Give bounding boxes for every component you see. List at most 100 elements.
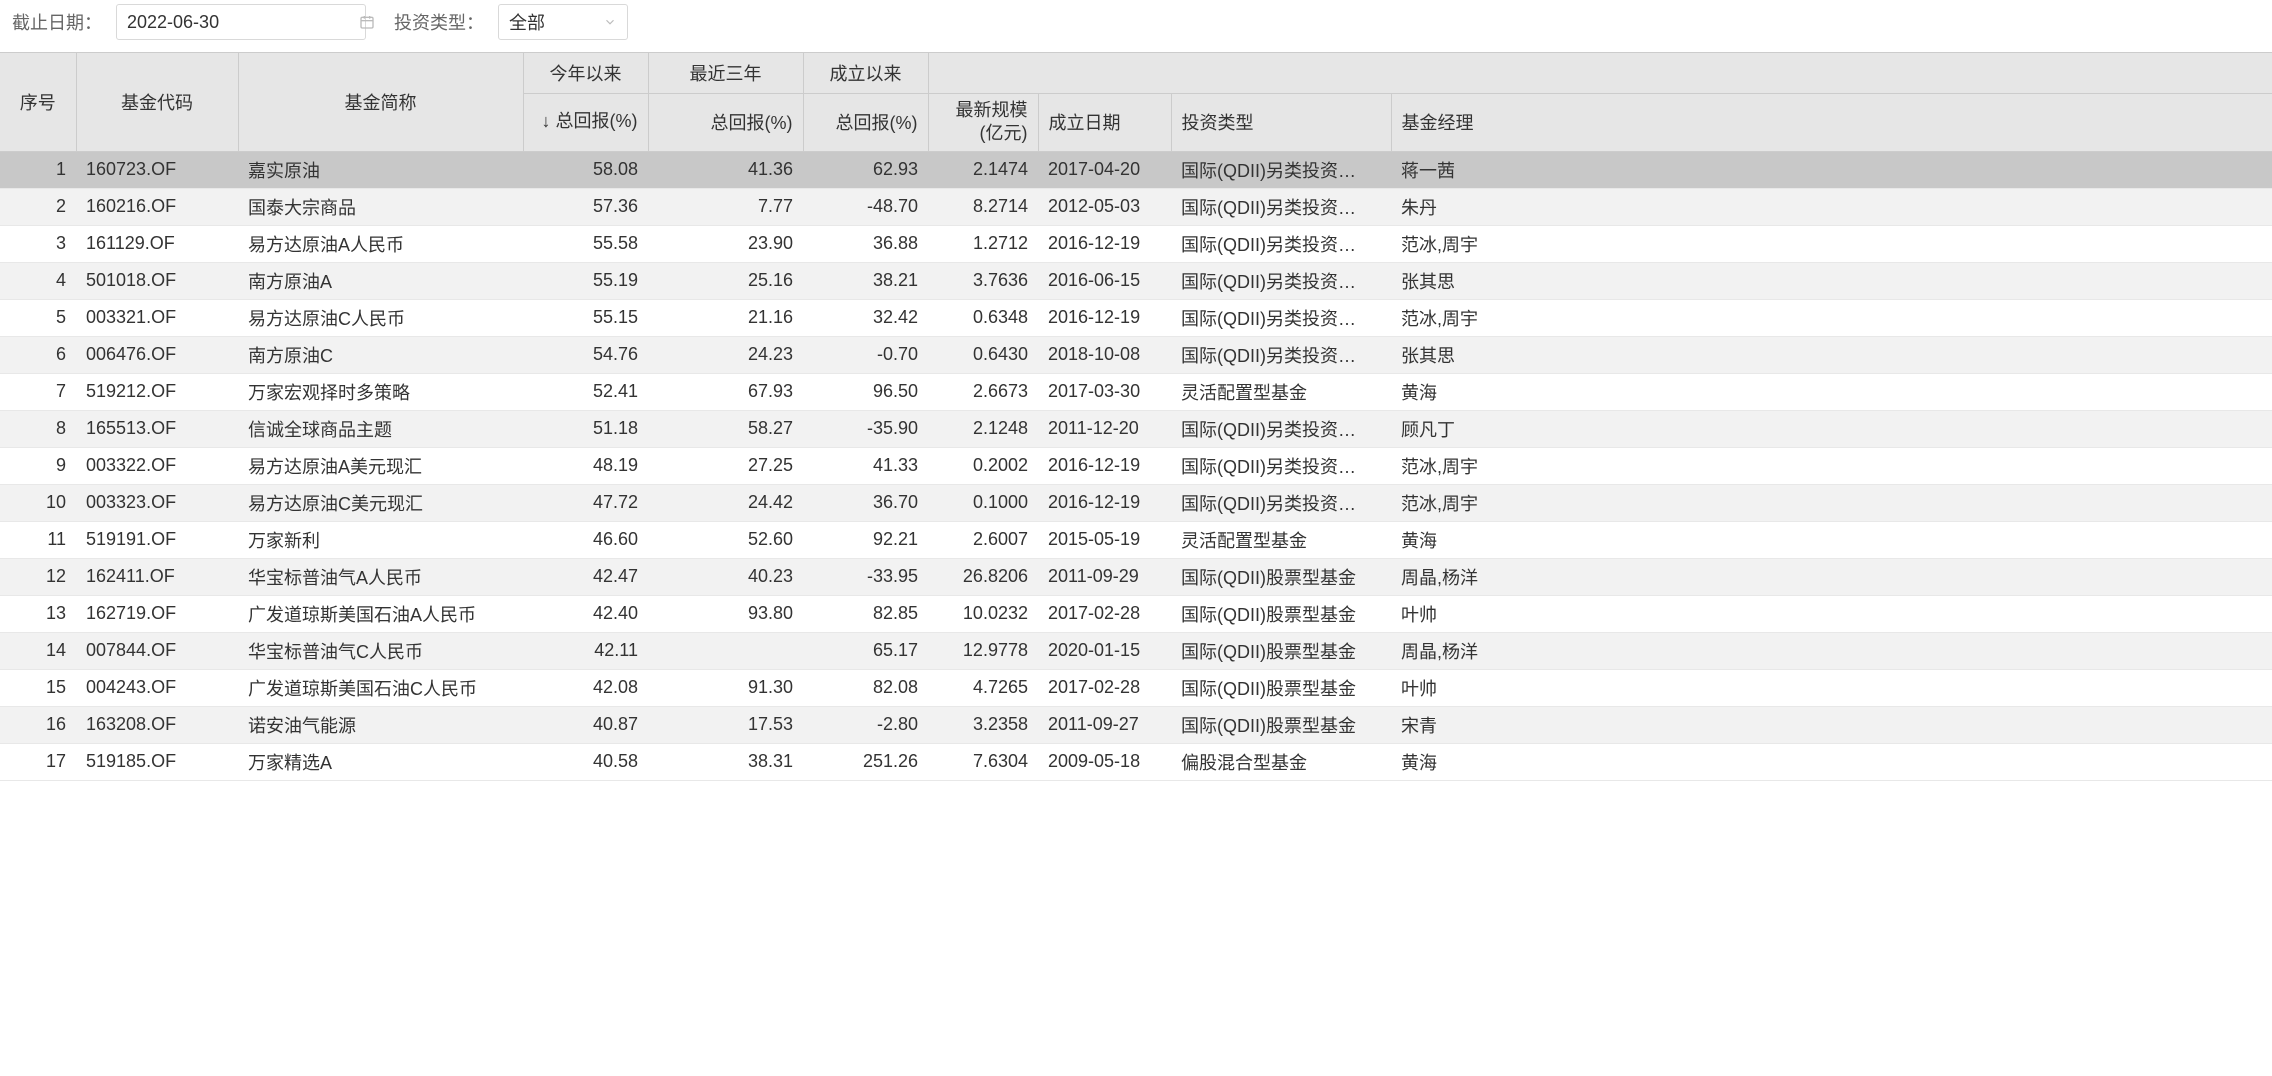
- cell-size: 8.2714: [928, 188, 1038, 225]
- col-group-inception[interactable]: 成立以来: [803, 53, 928, 93]
- col-return-inception[interactable]: 总回报(%): [803, 93, 928, 151]
- cell-size: 1.2712: [928, 225, 1038, 262]
- col-inv-type[interactable]: 投资类型: [1171, 93, 1391, 151]
- cell-r3: 92.21: [803, 521, 928, 558]
- type-select[interactable]: 全部: [498, 4, 628, 40]
- table-row[interactable]: 1160723.OF嘉实原油58.0841.3662.932.14742017-…: [0, 151, 2272, 188]
- cell-size: 4.7265: [928, 669, 1038, 706]
- table-row[interactable]: 14007844.OF华宝标普油气C人民币42.1165.1712.977820…: [0, 632, 2272, 669]
- cell-r1: 47.72: [523, 484, 648, 521]
- cell-seq: 13: [0, 595, 76, 632]
- col-return-ytd-sort[interactable]: ↓ 总回报(%): [523, 93, 648, 151]
- cell-date: 2018-10-08: [1038, 336, 1171, 373]
- col-latest-size[interactable]: 最新规模(亿元): [928, 93, 1038, 151]
- cell-mgr: 范冰,周宇: [1391, 484, 2272, 521]
- table-row[interactable]: 16163208.OF诺安油气能源40.8717.53-2.803.235820…: [0, 706, 2272, 743]
- col-code[interactable]: 基金代码: [76, 53, 238, 151]
- cell-r2: 24.42: [648, 484, 803, 521]
- cell-date: 2016-06-15: [1038, 262, 1171, 299]
- cell-r1: 46.60: [523, 521, 648, 558]
- cell-r3: 38.21: [803, 262, 928, 299]
- col-inception-date[interactable]: 成立日期: [1038, 93, 1171, 151]
- date-picker[interactable]: [116, 4, 366, 40]
- cell-r3: -48.70: [803, 188, 928, 225]
- cell-name: 嘉实原油: [238, 151, 523, 188]
- cell-size: 2.1248: [928, 410, 1038, 447]
- cell-seq: 14: [0, 632, 76, 669]
- table-row[interactable]: 15004243.OF广发道琼斯美国石油C人民币42.0891.3082.084…: [0, 669, 2272, 706]
- cell-type: 国际(QDII)股票型基金: [1171, 558, 1391, 595]
- cell-r2: 27.25: [648, 447, 803, 484]
- cell-r2: 91.30: [648, 669, 803, 706]
- cell-name: 易方达原油C人民币: [238, 299, 523, 336]
- table-row[interactable]: 7519212.OF万家宏观择时多策略52.4167.9396.502.6673…: [0, 373, 2272, 410]
- cell-name: 华宝标普油气C人民币: [238, 632, 523, 669]
- cell-mgr: 叶帅: [1391, 595, 2272, 632]
- cell-mgr: 范冰,周宇: [1391, 447, 2272, 484]
- col-group-ytd[interactable]: 今年以来: [523, 53, 648, 93]
- cell-r2: 58.27: [648, 410, 803, 447]
- cell-r1: 40.58: [523, 743, 648, 780]
- table-row[interactable]: 2160216.OF国泰大宗商品57.367.77-48.708.2714201…: [0, 188, 2272, 225]
- table-row[interactable]: 3161129.OF易方达原油A人民币55.5823.9036.881.2712…: [0, 225, 2272, 262]
- table-row[interactable]: 5003321.OF易方达原油C人民币55.1521.1632.420.6348…: [0, 299, 2272, 336]
- cell-date: 2017-03-30: [1038, 373, 1171, 410]
- cell-code: 003323.OF: [76, 484, 238, 521]
- col-return-3y[interactable]: 总回报(%): [648, 93, 803, 151]
- table-row[interactable]: 11519191.OF万家新利46.6052.6092.212.60072015…: [0, 521, 2272, 558]
- cell-name: 易方达原油C美元现汇: [238, 484, 523, 521]
- cell-date: 2016-12-19: [1038, 447, 1171, 484]
- cell-code: 160723.OF: [76, 151, 238, 188]
- table-row[interactable]: 12162411.OF华宝标普油气A人民币42.4740.23-33.9526.…: [0, 558, 2272, 595]
- cell-name: 诺安油气能源: [238, 706, 523, 743]
- table-row[interactable]: 13162719.OF广发道琼斯美国石油A人民币42.4093.8082.851…: [0, 595, 2272, 632]
- cell-mgr: 张其思: [1391, 262, 2272, 299]
- cell-r3: 96.50: [803, 373, 928, 410]
- table-row[interactable]: 17519185.OF万家精选A40.5838.31251.267.630420…: [0, 743, 2272, 780]
- cell-r2: [648, 632, 803, 669]
- cell-r1: 55.19: [523, 262, 648, 299]
- date-input[interactable]: [127, 12, 359, 33]
- cell-r3: 36.70: [803, 484, 928, 521]
- table-row[interactable]: 9003322.OF易方达原油A美元现汇48.1927.2541.330.200…: [0, 447, 2272, 484]
- filter-bar: 截止日期： 投资类型： 全部: [0, 0, 2272, 44]
- cell-date: 2011-09-29: [1038, 558, 1171, 595]
- table-row[interactable]: 10003323.OF易方达原油C美元现汇47.7224.4236.700.10…: [0, 484, 2272, 521]
- cell-seq: 16: [0, 706, 76, 743]
- cell-mgr: 黄海: [1391, 373, 2272, 410]
- table-row[interactable]: 6006476.OF南方原油C54.7624.23-0.700.64302018…: [0, 336, 2272, 373]
- cell-type: 国际(QDII)另类投资…: [1171, 299, 1391, 336]
- cell-date: 2015-05-19: [1038, 521, 1171, 558]
- cell-mgr: 蒋一茜: [1391, 151, 2272, 188]
- table-header: 序号 基金代码 基金简称 今年以来 最近三年 成立以来 ↓ 总回报(%) 总回报…: [0, 53, 2272, 151]
- cell-r3: 82.08: [803, 669, 928, 706]
- cell-date: 2009-05-18: [1038, 743, 1171, 780]
- cell-mgr: 范冰,周宇: [1391, 225, 2272, 262]
- cell-mgr: 顾凡丁: [1391, 410, 2272, 447]
- cell-size: 0.1000: [928, 484, 1038, 521]
- fund-table: 序号 基金代码 基金简称 今年以来 最近三年 成立以来 ↓ 总回报(%) 总回报…: [0, 53, 2272, 781]
- cell-date: 2017-02-28: [1038, 595, 1171, 632]
- col-group-3y[interactable]: 最近三年: [648, 53, 803, 93]
- cell-r3: -2.80: [803, 706, 928, 743]
- cell-code: 162411.OF: [76, 558, 238, 595]
- cell-r2: 21.16: [648, 299, 803, 336]
- col-name[interactable]: 基金简称: [238, 53, 523, 151]
- cell-mgr: 张其思: [1391, 336, 2272, 373]
- table-row[interactable]: 4501018.OF南方原油A55.1925.1638.213.76362016…: [0, 262, 2272, 299]
- date-filter-label: 截止日期：: [12, 9, 102, 35]
- cell-seq: 7: [0, 373, 76, 410]
- table-row[interactable]: 8165513.OF信诚全球商品主题51.1858.27-35.902.1248…: [0, 410, 2272, 447]
- cell-name: 易方达原油A美元现汇: [238, 447, 523, 484]
- cell-r1: 42.08: [523, 669, 648, 706]
- cell-r2: 93.80: [648, 595, 803, 632]
- col-seq[interactable]: 序号: [0, 53, 76, 151]
- type-select-value: 全部: [509, 9, 603, 35]
- cell-mgr: 范冰,周宇: [1391, 299, 2272, 336]
- col-manager[interactable]: 基金经理: [1391, 93, 2272, 151]
- cell-r1: 42.40: [523, 595, 648, 632]
- cell-name: 易方达原油A人民币: [238, 225, 523, 262]
- cell-size: 0.6348: [928, 299, 1038, 336]
- cell-r2: 23.90: [648, 225, 803, 262]
- cell-type: 灵活配置型基金: [1171, 521, 1391, 558]
